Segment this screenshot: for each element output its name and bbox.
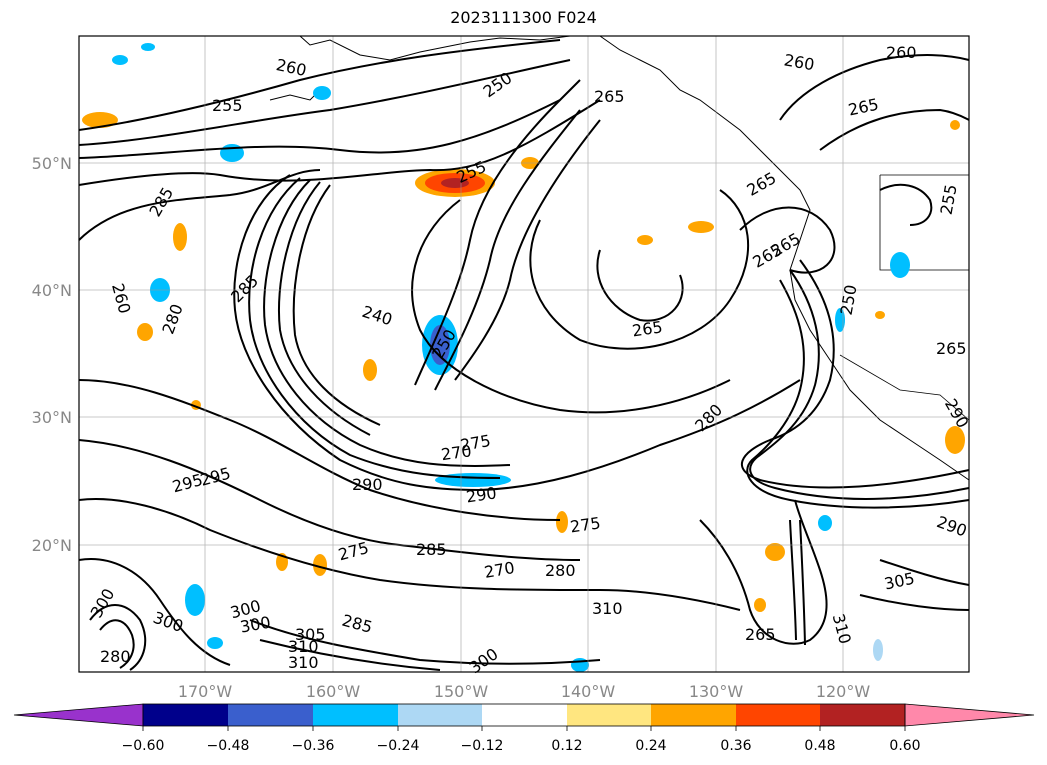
colorbar-tick-label: −0.36 xyxy=(292,738,335,754)
contour-label: 265 xyxy=(594,87,625,106)
map-background xyxy=(79,36,969,672)
colorbar-swatch xyxy=(651,704,736,726)
contour-label: 270 xyxy=(440,441,473,464)
colorbar-swatch xyxy=(567,704,651,726)
lat-label: 20°N xyxy=(32,536,72,555)
colorbar-swatch xyxy=(313,704,398,726)
lat-label: 50°N xyxy=(32,154,72,173)
lon-label: 120°W xyxy=(816,682,871,701)
lat-labels: 50°N 40°N 30°N 20°N xyxy=(32,154,72,555)
colorbar-tick-label: −0.48 xyxy=(207,738,250,754)
lat-label: 40°N xyxy=(32,281,72,300)
contour-label: 280 xyxy=(100,647,131,666)
contour-label: 255 xyxy=(212,96,243,115)
lon-label: 140°W xyxy=(561,682,616,701)
colorbar-tick-label: 0.48 xyxy=(804,738,835,754)
contour-label: 280 xyxy=(545,561,576,580)
contour-label: 285 xyxy=(416,540,447,559)
contour-label: 310 xyxy=(592,599,623,618)
lon-label: 160°W xyxy=(306,682,361,701)
colorbar-tick-label: 0.36 xyxy=(720,738,751,754)
contour-label: 290 xyxy=(352,475,383,494)
lon-labels: 170°W 160°W 150°W 140°W 130°W 120°W xyxy=(178,682,871,701)
contour-label: 310 xyxy=(288,653,319,672)
lat-label: 30°N xyxy=(32,408,72,427)
contour-lines xyxy=(78,39,970,671)
colorbar: −0.60 −0.48 −0.36 −0.24 −0.12 0.12 0.24 … xyxy=(13,703,1035,754)
colorbar-swatch xyxy=(398,704,482,726)
colorbar-swatch xyxy=(143,704,228,726)
lon-label: 130°W xyxy=(689,682,744,701)
contour-label: 310 xyxy=(288,637,319,656)
colorbar-swatch xyxy=(820,704,905,726)
contour-label: 290 xyxy=(465,483,498,506)
shaded-patches xyxy=(82,43,965,672)
contour-label: 275 xyxy=(569,513,602,536)
contour-label: 265 xyxy=(745,625,776,644)
colorbar-tick-label: −0.12 xyxy=(461,738,504,754)
lon-label: 150°W xyxy=(434,682,489,701)
colorbar-extend-left xyxy=(13,703,144,727)
colorbar-tick-label: 0.60 xyxy=(889,738,920,754)
lon-label: 170°W xyxy=(178,682,233,701)
contour-label: 265 xyxy=(936,339,967,358)
colorbar-extend-right xyxy=(904,703,1035,727)
colorbar-swatch xyxy=(482,704,567,726)
colorbar-swatch xyxy=(228,704,313,726)
contour-label: 265 xyxy=(631,317,664,340)
colorbar-tick-label: −0.60 xyxy=(122,738,165,754)
contour-label: 260 xyxy=(886,43,917,62)
boundaries xyxy=(839,174,970,421)
colorbar-tick-label: −0.24 xyxy=(377,738,420,754)
map-frame xyxy=(78,35,970,673)
contour-label: 305 xyxy=(295,625,326,644)
map-title: 2023111300 F024 xyxy=(450,8,597,27)
colorbar-tick-label: 0.24 xyxy=(635,738,666,754)
gridlines xyxy=(79,36,969,672)
colorbar-swatch xyxy=(736,704,820,726)
colorbar-tick-label: 0.12 xyxy=(551,738,582,754)
